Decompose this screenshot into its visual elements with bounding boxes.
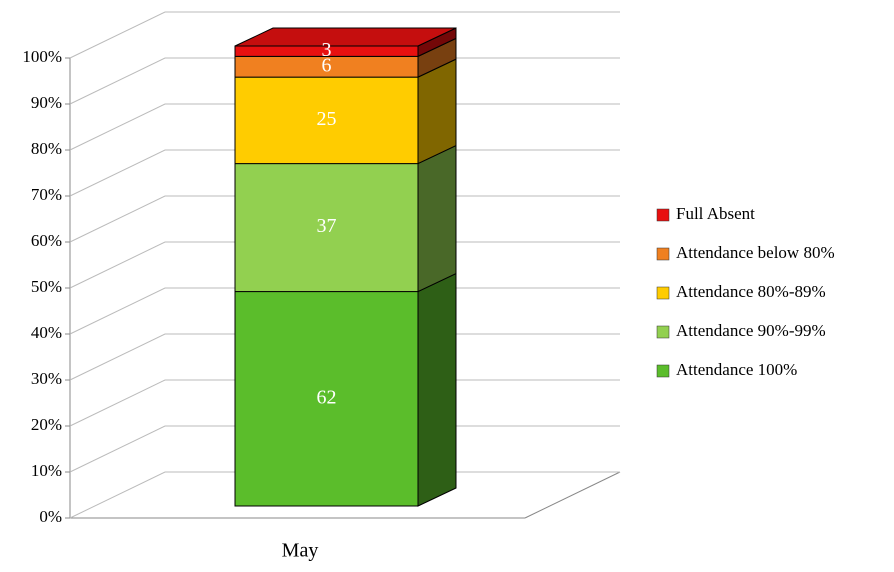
grid-line — [69, 11, 620, 59]
y-tick-label: 50% — [31, 277, 62, 296]
legend-label: Attendance 90%-99% — [676, 321, 826, 340]
grid-line — [69, 471, 620, 519]
data-label: 25 — [317, 108, 337, 130]
legend-label: Attendance 100% — [676, 360, 797, 379]
y-tick-label: 70% — [31, 185, 62, 204]
legend-label: Attendance 80%-89% — [676, 282, 826, 301]
legend-swatch — [656, 208, 670, 222]
data-label: 62 — [317, 386, 337, 408]
grid-line — [69, 425, 620, 473]
bar-side — [417, 272, 457, 507]
y-tick-label: 90% — [31, 93, 62, 112]
grid-line — [69, 379, 620, 427]
bar — [234, 45, 419, 57]
bar-side — [417, 144, 457, 293]
y-tick-label: 0% — [39, 507, 62, 526]
grid-line — [69, 195, 620, 243]
y-tick-label: 30% — [31, 369, 62, 388]
y-tick-label: 20% — [31, 415, 62, 434]
data-label: 37 — [317, 215, 337, 237]
legend-swatch — [656, 286, 670, 300]
bar — [234, 163, 419, 293]
bar — [234, 291, 419, 507]
grid-line — [69, 333, 620, 381]
floor-side — [524, 471, 621, 519]
data-label: 3 — [322, 39, 332, 61]
y-tick-label: 60% — [31, 231, 62, 250]
y-tick-label: 40% — [31, 323, 62, 342]
grid-line — [69, 103, 620, 151]
legend-swatch — [656, 325, 670, 339]
legend-label: Attendance below 80% — [676, 243, 835, 262]
data-label: 6 — [322, 54, 332, 76]
y-tick-label: 100% — [22, 47, 62, 66]
legend-swatch — [656, 247, 670, 261]
y-tick-label: 10% — [31, 461, 62, 480]
grid-line — [69, 241, 620, 289]
grid-line — [69, 57, 620, 105]
grid-line — [69, 287, 620, 335]
bar-top — [234, 27, 457, 47]
y-tick-label: 80% — [31, 139, 62, 158]
grid-line — [69, 149, 620, 197]
x-tick-label: May — [282, 540, 319, 562]
bar — [234, 76, 419, 165]
legend-swatch — [656, 364, 670, 378]
legend-label: Full Absent — [676, 204, 755, 223]
